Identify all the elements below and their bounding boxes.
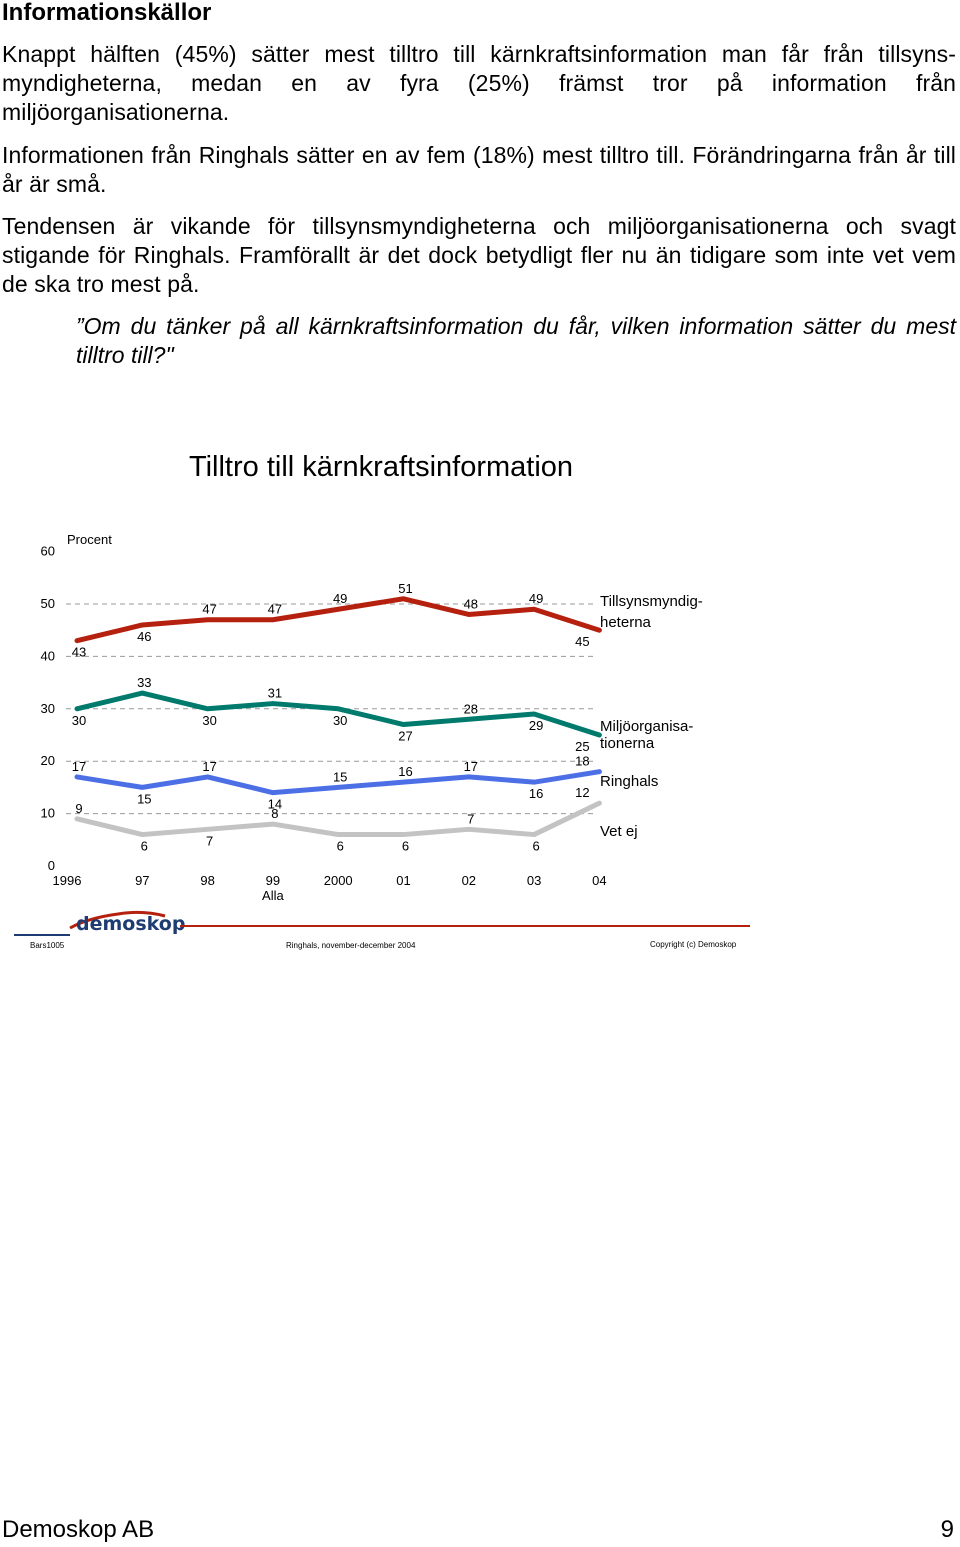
data-label: 47 — [202, 602, 216, 617]
x-tick-label: 97 — [135, 873, 149, 888]
x-tick-labels: 1996 97 98 99 2000 01 02 03 04 Alla — [53, 873, 607, 903]
chart-source: Ringhals, november-december 2004 — [286, 941, 416, 950]
data-label: 17 — [72, 759, 86, 774]
data-label: 28 — [464, 701, 478, 716]
data-label: 18 — [575, 754, 589, 769]
legend-labels: Tillsynsmyndig-heterna Miljöorganisa-tion… — [600, 593, 703, 840]
data-label: 15 — [333, 769, 347, 784]
logo-text: demoskop — [76, 913, 185, 935]
data-label: 30 — [333, 713, 347, 728]
page-number: 9 — [940, 1516, 954, 1543]
page-footer-company: Demoskop AB — [2, 1516, 155, 1543]
x-tick-label: 2000 — [324, 873, 353, 888]
data-label: 17 — [202, 759, 216, 774]
x-tick-sublabel: Alla — [262, 888, 284, 903]
data-label: 6 — [402, 839, 409, 854]
x-tick-label: 99 — [266, 873, 280, 888]
data-label: 6 — [337, 839, 344, 854]
data-label: 51 — [398, 581, 412, 596]
x-tick-label: 04 — [592, 873, 606, 888]
data-label: 33 — [137, 675, 151, 690]
chart-code: Bars1005 — [30, 941, 65, 950]
y-tick-label: 40 — [41, 648, 55, 663]
demoskop-logo: demoskop — [69, 910, 185, 935]
y-tick-label: 30 — [41, 701, 55, 716]
data-label: 47 — [268, 602, 282, 617]
x-tick-label: 1996 — [53, 873, 82, 888]
data-label: 29 — [529, 718, 543, 733]
data-label: 49 — [529, 591, 543, 606]
legend-label: Ringhals — [600, 773, 658, 790]
data-label: 17 — [464, 759, 478, 774]
data-label: 30 — [72, 713, 86, 728]
data-label: 45 — [575, 634, 589, 649]
section-heading: Informationskällor — [2, 0, 212, 26]
y-tick-labels: 0 10 20 30 40 50 60 — [41, 544, 55, 873]
paragraph-1: Knappt hälften (45%) sätter mest tilltro… — [2, 41, 956, 125]
data-label: 7 — [206, 833, 213, 848]
series-line-2 — [74, 690, 602, 738]
data-label: 12 — [575, 785, 589, 800]
paragraph-2: Informationen från Ringhals sätter en av… — [2, 142, 956, 197]
data-label: 6 — [532, 839, 539, 854]
chart-copyright: Copyright (c) Demoskop — [650, 940, 737, 949]
survey-question: ”Om du tänker på all kärnkraftsinformati… — [76, 313, 956, 368]
x-tick-label: 02 — [462, 873, 476, 888]
data-label: 16 — [398, 764, 412, 779]
trust-line-chart: Tilltro till kärnkraftsinformation Proce… — [14, 451, 750, 950]
data-label: 16 — [529, 786, 543, 801]
data-label: 43 — [72, 645, 86, 660]
legend-label: Vet ej — [600, 823, 638, 840]
y-tick-label: 50 — [41, 596, 55, 611]
paragraph-3: Tendensen är vikande för tillsynsmyndigh… — [2, 213, 956, 297]
x-tick-label: 98 — [200, 873, 214, 888]
legend-label: heterna — [600, 614, 652, 631]
data-label: 8 — [271, 806, 278, 821]
legend-label: tionerna — [600, 735, 655, 752]
legend-label: Tillsynsmyndig- — [600, 593, 703, 610]
x-tick-label: 03 — [527, 873, 541, 888]
data-label: 27 — [398, 729, 412, 744]
data-label: 14 — [268, 797, 282, 812]
data-label: 7 — [467, 811, 474, 826]
data-label: 6 — [141, 839, 148, 854]
data-label: 31 — [268, 686, 282, 701]
y-tick-label: 20 — [41, 753, 55, 768]
series-line-4 — [74, 800, 602, 838]
series-line-3 — [74, 769, 602, 796]
data-label: 30 — [202, 713, 216, 728]
data-label: 9 — [75, 801, 82, 816]
legend-label: Miljöorganisa- — [600, 718, 693, 735]
series-lines: 43 46 47 47 49 51 48 49 45 30 33 30 31 30 27 28 29 25 17 15… — [72, 581, 602, 854]
y-tick-label: 0 — [48, 858, 55, 873]
x-tick-label: 01 — [396, 873, 410, 888]
y-tick-label: 60 — [41, 544, 55, 559]
data-label: 49 — [333, 591, 347, 606]
chart-title: Tilltro till kärnkraftsinformation — [189, 451, 573, 483]
data-label: 15 — [137, 791, 151, 806]
data-label: 25 — [575, 739, 589, 754]
data-label: 46 — [137, 629, 151, 644]
series-line-1 — [74, 596, 602, 644]
logo-swoosh — [69, 910, 166, 930]
data-label: 48 — [464, 596, 478, 611]
y-axis-label: Procent — [67, 532, 112, 547]
y-tick-label: 10 — [41, 806, 55, 821]
